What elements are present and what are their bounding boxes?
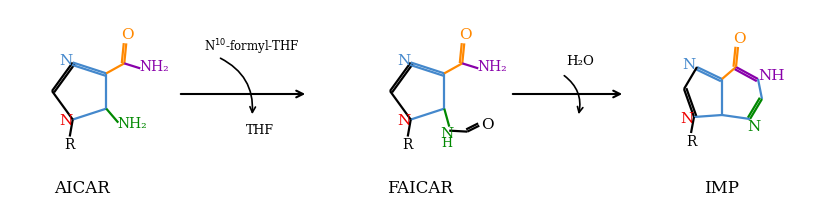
Text: AICAR: AICAR [54,181,110,198]
Text: N: N [440,127,454,141]
Text: O: O [732,32,744,46]
Text: H₂O: H₂O [566,55,593,68]
Text: N: N [397,55,410,69]
Text: N: N [59,55,72,69]
Text: N$^{10}$-formyl-THF: N$^{10}$-formyl-THF [204,37,300,57]
Text: IMP: IMP [704,181,739,198]
Text: N: N [681,58,695,72]
Text: N: N [397,113,410,127]
Text: NH₂: NH₂ [118,117,147,131]
Text: THF: THF [246,125,274,138]
Text: O: O [121,28,133,42]
Text: NH₂: NH₂ [477,60,507,74]
Text: R: R [402,138,412,152]
Text: N: N [680,112,693,126]
Text: R: R [65,138,75,152]
Text: NH: NH [758,69,784,83]
Text: H: H [441,137,452,150]
Text: N: N [59,113,72,127]
Text: N: N [747,120,760,134]
Text: O: O [480,118,493,132]
Text: FAICAR: FAICAR [387,181,452,198]
Text: O: O [459,28,471,42]
Text: NH₂: NH₂ [139,60,169,74]
Text: R: R [685,135,696,149]
